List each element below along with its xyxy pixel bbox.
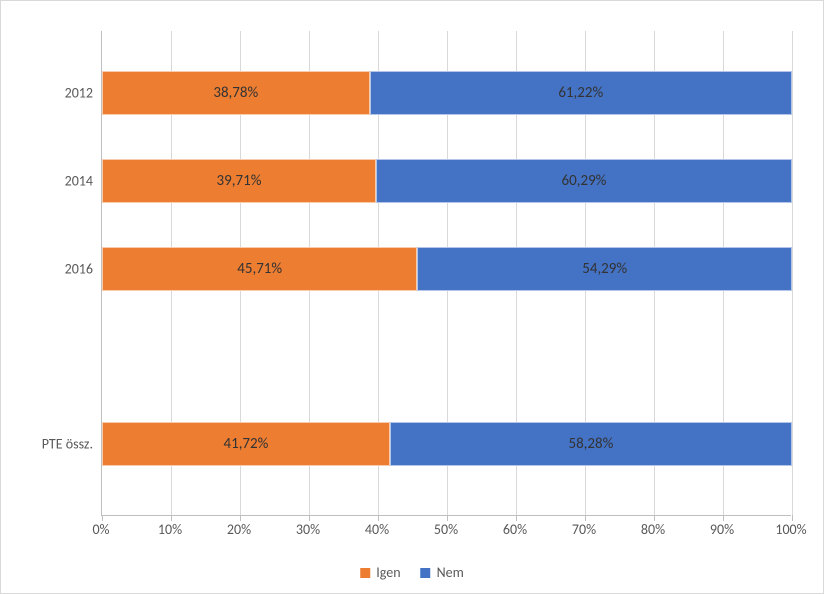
bar-row: 41,72% 58,28% xyxy=(102,422,791,466)
data-label: 58,28% xyxy=(568,435,613,453)
y-axis-label: PTE össz. xyxy=(3,436,93,453)
legend-swatch xyxy=(421,568,431,578)
data-label: 45,71% xyxy=(237,260,282,278)
x-axis-label: 40% xyxy=(365,521,389,538)
data-label: 54,29% xyxy=(582,260,627,278)
gridline xyxy=(792,31,793,515)
bar-segment-nem: 61,22% xyxy=(370,71,792,115)
data-label: 39,71% xyxy=(217,172,262,190)
legend-item-igen: Igen xyxy=(360,564,400,581)
legend-swatch xyxy=(360,568,370,578)
data-label: 41,72% xyxy=(223,435,268,453)
x-axis-label: 0% xyxy=(92,521,109,538)
data-label: 60,29% xyxy=(562,172,607,190)
bar-row: 45,71% 54,29% xyxy=(102,247,791,291)
y-axis-label: 2014 xyxy=(3,173,93,190)
x-axis-label: 20% xyxy=(227,521,251,538)
data-label: 38,78% xyxy=(213,84,258,102)
chart-container: 38,78% 61,22% 39,71% 60,29% 45,71% 54,29% 41,7… xyxy=(0,0,824,594)
x-axis-label: 60% xyxy=(503,521,527,538)
legend: Igen Nem xyxy=(360,564,464,581)
y-axis-label: 2016 xyxy=(3,261,93,278)
legend-item-nem: Nem xyxy=(421,564,464,581)
bar-segment-igen: 45,71% xyxy=(102,247,417,291)
bar-segment-nem: 58,28% xyxy=(390,422,792,466)
bar-segment-nem: 60,29% xyxy=(376,159,792,203)
legend-label: Nem xyxy=(437,564,464,581)
x-axis-label: 50% xyxy=(434,521,458,538)
bar-segment-igen: 41,72% xyxy=(102,422,390,466)
data-label: 61,22% xyxy=(558,84,603,102)
x-axis-label: 100% xyxy=(775,521,806,538)
bar-segment-nem: 54,29% xyxy=(417,247,792,291)
bar-segment-igen: 39,71% xyxy=(102,159,376,203)
bar-row: 38,78% 61,22% xyxy=(102,71,791,115)
x-axis-label: 10% xyxy=(158,521,182,538)
y-axis-label: 2012 xyxy=(3,85,93,102)
bar-segment-igen: 38,78% xyxy=(102,71,370,115)
plot-area: 38,78% 61,22% 39,71% 60,29% 45,71% 54,29% 41,7… xyxy=(101,31,791,516)
x-axis-label: 80% xyxy=(641,521,665,538)
x-axis-label: 30% xyxy=(296,521,320,538)
bar-row: 39,71% 60,29% xyxy=(102,159,791,203)
x-axis-label: 70% xyxy=(572,521,596,538)
legend-label: Igen xyxy=(376,564,400,581)
x-axis-label: 90% xyxy=(710,521,734,538)
